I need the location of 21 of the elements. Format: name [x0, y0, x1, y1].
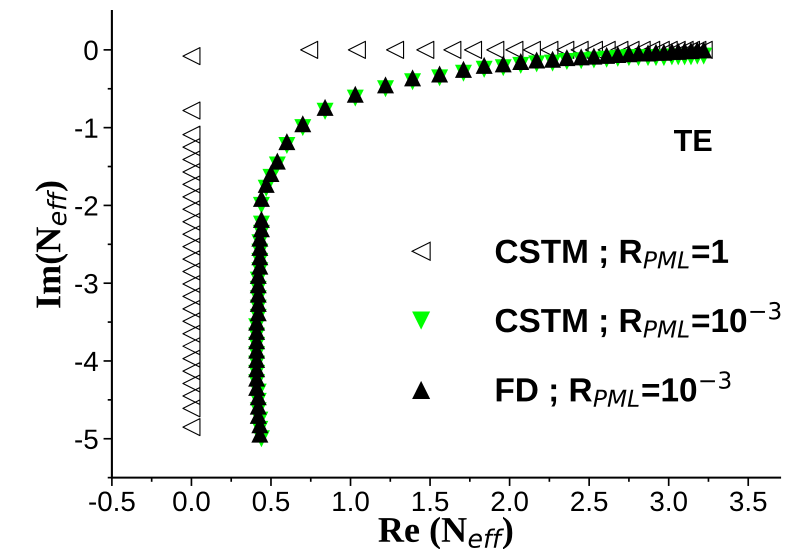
y-tick-label: -4: [75, 352, 98, 372]
x-tick-label: 3.5: [730, 492, 766, 512]
x-tick-label: 2.5: [571, 492, 608, 512]
annotation: TE: [674, 130, 712, 151]
x-tick-label: 0.0: [173, 492, 210, 512]
x-tick-label: 1.0: [333, 492, 369, 512]
legend-label: CSTM ; R$_{PML}$=10$^{−3}$: [496, 302, 780, 338]
x-tick-label: 0.5: [252, 492, 290, 512]
y-axis-title: Im(N$_{eff}$): [35, 182, 68, 308]
y-tick-label: -3: [75, 274, 98, 294]
y-tick-label: -5: [75, 430, 98, 450]
y-tick-label: -1: [75, 118, 98, 138]
x-tick-label: 2.0: [492, 492, 528, 512]
x-tick-label: 3.0: [650, 492, 687, 512]
y-tick-label: -2: [75, 196, 98, 216]
x-tick-label: 1.5: [412, 492, 448, 512]
legend-label: CSTM ; R$_{PML}$=1: [496, 240, 728, 268]
x-axis-title: Re (N$_{eff}$): [378, 516, 512, 549]
legend-label: FD ; R$_{PML}$=10$^{−3}$: [496, 371, 730, 407]
y-tick-label: 0: [84, 40, 98, 60]
x-tick-label: -0.5: [89, 492, 135, 512]
